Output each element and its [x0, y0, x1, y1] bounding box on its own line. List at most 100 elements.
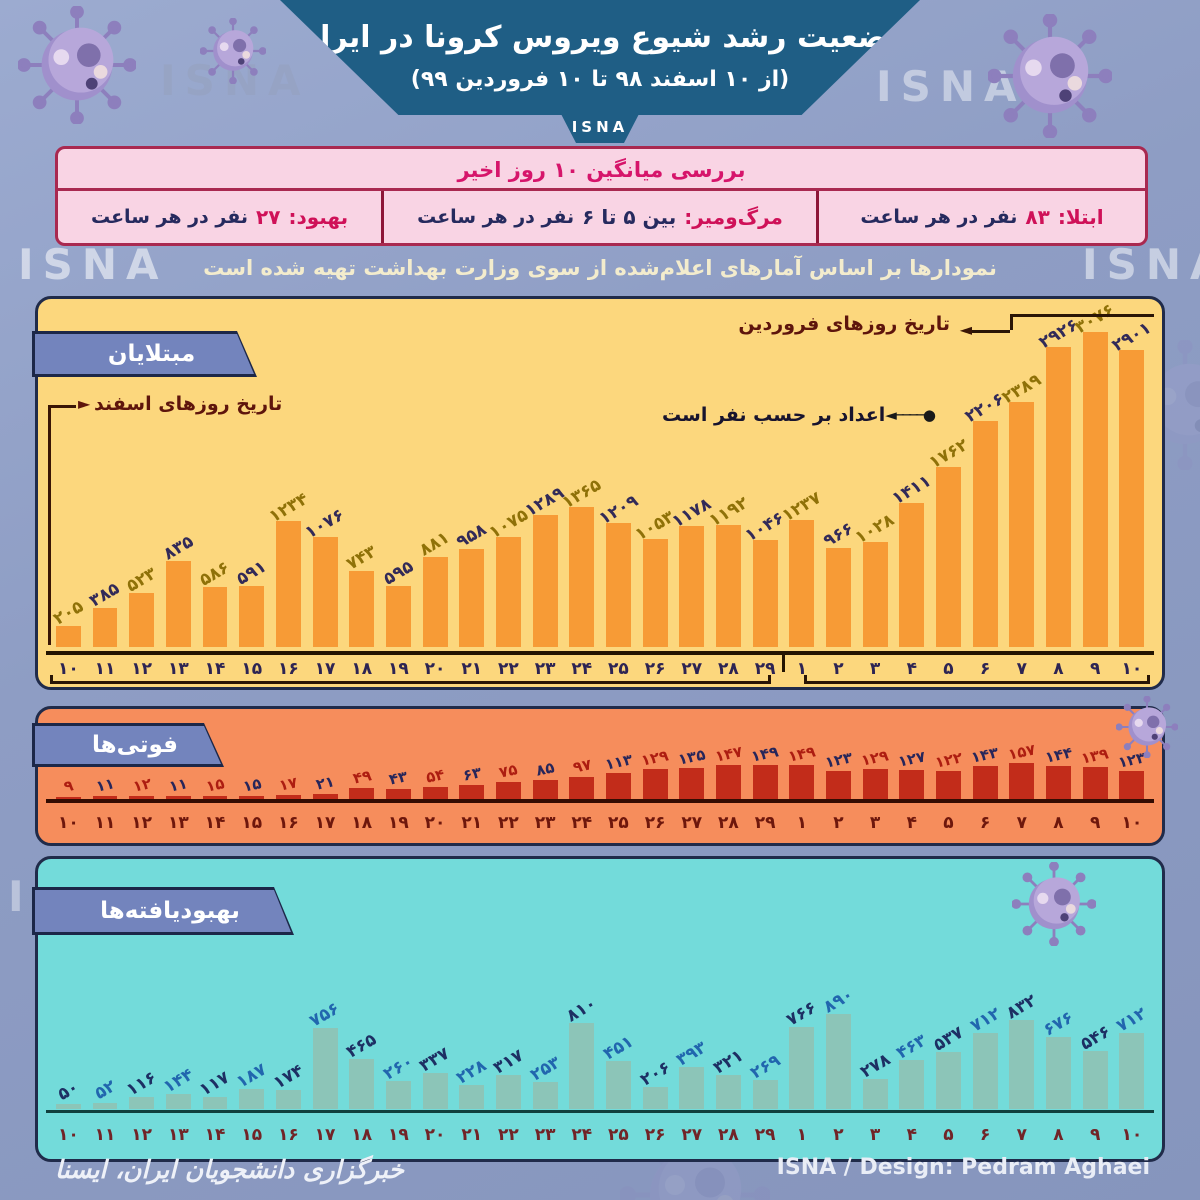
bar-group: ۶۳ [453, 763, 490, 799]
bar [715, 525, 741, 647]
bar-group: ۱۵ [197, 774, 234, 799]
bar [789, 520, 815, 647]
bar-value-label: ۱۴۹ [749, 742, 781, 766]
bar-group: ۹۵۸ [453, 520, 490, 647]
esfand-bracket-line [48, 405, 76, 645]
bar [129, 796, 155, 799]
bar [936, 771, 961, 799]
x-tick-label: ۱۶ [277, 813, 299, 833]
x-tick-label: ۱۵ [241, 659, 263, 679]
bar [862, 542, 888, 647]
bar-group: ۱۲۳۷ [779, 488, 825, 647]
bar-group: ۵۰ [50, 1077, 87, 1109]
chart-recovered-tab: بهبودیافته‌ها [32, 887, 294, 935]
esfand-axis-bracket [50, 675, 771, 684]
bar-group: ۳۱۷ [490, 1046, 527, 1109]
chart-recovered: بهبودیافته‌ها ۵۰ ۵۲ ۱۱۶ ۱۴۴ ۱۱۷ ۱۸۷ ۱۷۴ ۷۵۶ ۴۶۵ ۲… [35, 856, 1165, 1162]
bar-group: ۱۷۴ [270, 1061, 307, 1109]
bar-group: ۱۰۷۶ [302, 505, 348, 647]
chart-deaths-title: فوتی‌ها [35, 726, 221, 764]
bar [899, 503, 925, 647]
x-tick-label: ۱۰ [57, 1125, 79, 1145]
x-tick-label: ۲۴ [571, 659, 593, 679]
bar-group: ۴۳ [380, 767, 417, 799]
bar-group: ۲۹۰۱ [1109, 318, 1155, 647]
bar [202, 796, 228, 799]
bar [752, 540, 778, 647]
bar-value-label: ۱۴۹ [786, 742, 818, 766]
bar-value-label: ۲۶۰ [379, 1051, 417, 1085]
bar-group: ۲۱ [307, 772, 344, 799]
x-tick-label: ۱۷ [314, 1125, 336, 1145]
bar-value-label: ۲۷۸ [856, 1049, 894, 1083]
bar-value-label: ۳۱۷ [489, 1045, 527, 1079]
x-tick-label: ۱۰ [1121, 1125, 1143, 1145]
bar-value-label: ۵۹۵ [379, 556, 417, 590]
bar [532, 780, 558, 799]
bar-group: ۵۲ [87, 1076, 124, 1109]
x-labels-recovered: ۱۰ ۱۱ ۱۲ ۱۳ ۱۴ ۱۵ ۱۶ ۱۷ ۱۸ ۱۹ ۲۰ ۲۱ ۲۲ ۲۳ ۲۴ ۲۵ ۲۶ ۲۷ ۲۸ ۲۹… [50, 1125, 1150, 1145]
bar [899, 770, 925, 799]
bar [972, 421, 998, 647]
bar [239, 796, 265, 799]
bar-value-label: ۴۶۵ [343, 1029, 381, 1063]
bar-group: ۵۹۵ [380, 557, 417, 647]
x-tick-label: ۲۴ [571, 813, 593, 833]
x-tick-label: ۱۹ [388, 659, 409, 679]
bar [202, 1097, 228, 1109]
header-banner: وضعیت رشد شیوع ویروس کرونا در ایران (از … [280, 0, 920, 115]
bar-value-label: ۴۹ [350, 766, 373, 788]
x-tick-label: ۲۱ [461, 659, 483, 679]
x-tick-label: ۲۷ [681, 813, 703, 833]
x-tick-label: ۲۳ [534, 1125, 556, 1145]
x-tick-label: ۵ [943, 1125, 954, 1145]
summary-cell: ابتلا: ۸۳ نفر در هر ساعت [819, 191, 1145, 243]
bar [202, 587, 228, 647]
bar-value-label: ۱۱ [167, 774, 190, 796]
bar-value-label: ۵۴ [424, 765, 446, 787]
bar-value-label: ۱۷ [277, 773, 300, 795]
bar-value-label: ۲۶۹ [746, 1050, 784, 1084]
bar [459, 785, 485, 799]
bar-value-label: ۱۱۷ [196, 1067, 234, 1101]
x-tick-label: ۲ [833, 659, 844, 679]
bar-group: ۱۴۷ [710, 742, 747, 799]
bar-value-label: ۱۵۷ [1006, 740, 1038, 764]
bar-group: ۱۰۷۵ [485, 505, 531, 647]
bar-group: ۸۹۰ [820, 985, 857, 1109]
x-tick-label: ۱۸ [351, 659, 373, 679]
bar [55, 626, 81, 647]
unit-note-label: اعداد بر حسب نفر است [662, 404, 886, 426]
summary-title: بررسی میانگین ۱۰ روز اخیر [58, 149, 1145, 191]
bar [165, 1094, 191, 1109]
x-tick-label: ۵ [943, 659, 954, 679]
bar-value-label: ۱۲۹ [639, 746, 671, 770]
bar-group: ۱۱ [160, 774, 197, 799]
x-tick-label: ۲۴ [571, 1125, 593, 1145]
x-labels-infected: ۱۰ ۱۱ ۱۲ ۱۳ ۱۴ ۱۵ ۱۶ ۱۷ ۱۸ ۱۹ ۲۰ ۲۱ ۲۲ ۲۳ ۲۴ ۲۵ ۲۶ ۲۷ ۲۸ ۲۹… [50, 654, 1150, 679]
bar-value-label: ۵۲ [91, 1076, 119, 1104]
x-tick-label: ۷ [1016, 813, 1027, 833]
bar [679, 526, 705, 647]
bar-value-label: ۹۵۸ [453, 519, 491, 553]
bar-value-label: ۱۵ [204, 774, 226, 796]
summary-cell-value: ۸۳ [1025, 205, 1050, 229]
bar-value-label: ۷۴۳ [343, 541, 381, 575]
bar [1119, 1033, 1145, 1109]
x-tick-label: ۷ [1016, 659, 1027, 679]
bar-group: ۷۱۲ [967, 1004, 1004, 1109]
bar-group: ۱۲۳۴ [265, 489, 311, 647]
x-tick-label: ۶ [979, 1125, 991, 1145]
bar-group: ۵۲۳ [123, 564, 160, 647]
x-tick-label: ۱۴ [204, 659, 226, 679]
bar-group: ۲۵۳ [527, 1053, 564, 1109]
bar-value-label: ۱۱۳ [603, 750, 634, 774]
x-tick-label: ۳ [869, 659, 881, 679]
bar [936, 1052, 961, 1109]
x-tick-label: ۱۱ [94, 1125, 116, 1145]
bar [129, 593, 155, 647]
bar-group: ۷۵ [490, 760, 527, 799]
bar-value-label: ۸۱۰ [563, 993, 601, 1027]
bar [92, 796, 118, 799]
